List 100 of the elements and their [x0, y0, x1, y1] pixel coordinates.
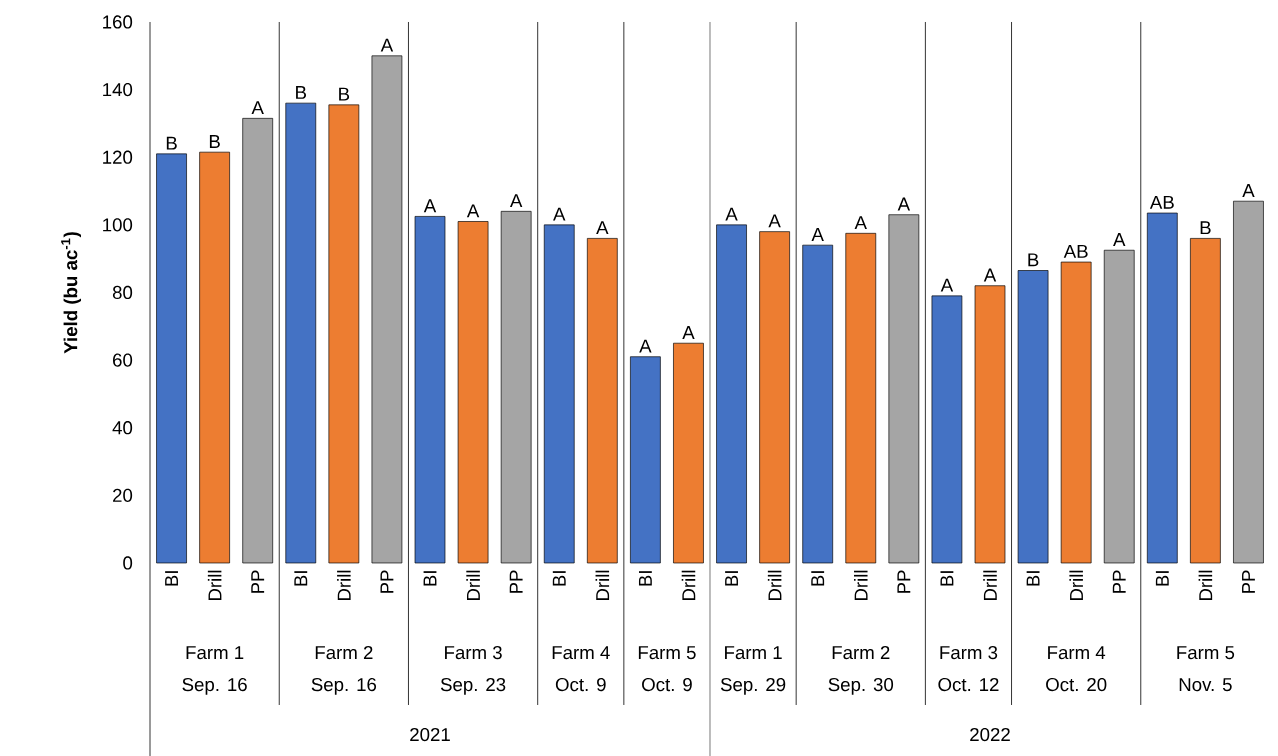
text: Oct. 20 — [1046, 677, 1107, 692]
data-label: AB — [1063, 244, 1088, 258]
text: Nov. 5 — [1179, 678, 1232, 692]
bar — [414, 216, 446, 564]
bar — [1060, 261, 1092, 564]
text: Sep. 16 — [182, 677, 247, 695]
y-tick-label: 40 — [112, 421, 133, 435]
text: 2022 — [970, 727, 1010, 742]
y-tick-label: 140 — [103, 82, 133, 97]
bar — [242, 118, 274, 564]
text: Farm 3 — [445, 645, 502, 660]
bar — [888, 214, 920, 564]
x-tick-label: BI — [1155, 571, 1169, 586]
y-axis-title: Yield (bu ac$^{-1}$) — [61, 232, 81, 354]
data-label: A — [553, 207, 566, 221]
x-tick-label: BI — [725, 571, 738, 586]
data-label: B — [209, 135, 220, 148]
text: Farm 1 — [186, 646, 244, 660]
x-tick-label: BI — [423, 571, 437, 586]
data-label: B — [339, 87, 350, 101]
x-tick-label: PP — [1112, 570, 1126, 593]
x-tick-label: Drill — [337, 570, 351, 601]
bar — [673, 342, 704, 564]
data-label: A — [983, 268, 997, 282]
bar — [586, 238, 618, 564]
data-label: A — [897, 197, 911, 211]
bar — [1233, 200, 1264, 564]
y-tick-label: 60 — [113, 353, 133, 367]
bar — [630, 356, 661, 564]
text: Sep. 16 — [311, 677, 377, 695]
data-label: A — [1113, 233, 1126, 246]
bar — [931, 295, 963, 564]
data-label: AB — [1149, 195, 1174, 209]
x-tick-label: Drill — [983, 570, 997, 601]
bar — [199, 151, 230, 564]
bar — [328, 104, 360, 564]
text: Sep. 23 — [440, 677, 506, 695]
x-tick-label: PP — [1242, 570, 1255, 593]
bar — [716, 224, 747, 564]
text: Farm 5 — [638, 646, 696, 660]
text: Oct. 9 — [642, 677, 692, 692]
x-tick-label: BI — [552, 571, 566, 586]
data-label: A — [380, 38, 394, 52]
x-tick-label: PP — [509, 570, 523, 593]
x-tick-label: PP — [251, 570, 265, 593]
data-label: A — [854, 216, 867, 230]
text: 2021 — [410, 727, 450, 742]
data-label: A — [466, 204, 480, 218]
bar — [974, 285, 1006, 564]
text: Farm 4 — [552, 646, 610, 660]
text: Oct. 9 — [555, 677, 606, 692]
data-label: A — [682, 326, 695, 339]
bar — [156, 153, 187, 564]
y-tick-label: 160 — [103, 15, 133, 29]
data-label: A — [509, 194, 523, 208]
data-label: A — [811, 228, 824, 241]
bar — [802, 244, 834, 564]
x-tick-label: BI — [1026, 571, 1040, 586]
x-tick-label: PP — [897, 570, 911, 593]
data-label: A — [768, 214, 781, 228]
text: Farm 2 — [315, 645, 373, 660]
data-label: A — [596, 221, 609, 235]
x-tick-label: Drill — [595, 570, 610, 601]
data-label: B — [296, 86, 307, 99]
data-label: A — [725, 207, 738, 221]
x-tick-label: Drill — [1069, 570, 1083, 601]
y-tick-label: 0 — [123, 556, 133, 570]
x-tick-label: BI — [811, 571, 825, 586]
x-tick-label: Drill — [767, 570, 782, 601]
data-label: B — [1028, 253, 1039, 267]
text: Sep. 30 — [828, 677, 894, 695]
data-label: A — [639, 339, 652, 353]
bar — [371, 55, 403, 564]
data-label: A — [423, 199, 437, 213]
x-tick-label: BI — [638, 571, 652, 586]
x-tick-label: BI — [294, 571, 308, 586]
y-tick-label: 80 — [112, 285, 133, 300]
text: Sep. 29 — [720, 677, 786, 695]
y-tick-label: 20 — [113, 488, 133, 502]
text: Farm 1 — [725, 646, 782, 660]
bar — [759, 231, 790, 564]
bar — [457, 221, 489, 564]
text: Farm 4 — [1048, 646, 1106, 660]
data-label: A — [251, 101, 264, 115]
y-tick-label: 120 — [103, 150, 133, 164]
bar — [845, 232, 877, 564]
x-tick-label: Drill — [854, 570, 868, 601]
data-label: B — [166, 136, 177, 150]
text: Oct. 12 — [938, 677, 999, 692]
x-tick-label: BI — [165, 571, 178, 586]
text: Farm 2 — [832, 645, 890, 660]
bar — [285, 102, 317, 564]
x-tick-label: Drill — [207, 570, 222, 601]
x-tick-label: PP — [380, 570, 394, 593]
text: Farm 5 — [1177, 646, 1235, 660]
bar — [1103, 249, 1135, 564]
data-label: A — [1242, 184, 1255, 197]
x-tick-label: Drill — [1198, 570, 1213, 601]
text: Farm 3 — [940, 645, 998, 660]
bar — [543, 224, 575, 564]
